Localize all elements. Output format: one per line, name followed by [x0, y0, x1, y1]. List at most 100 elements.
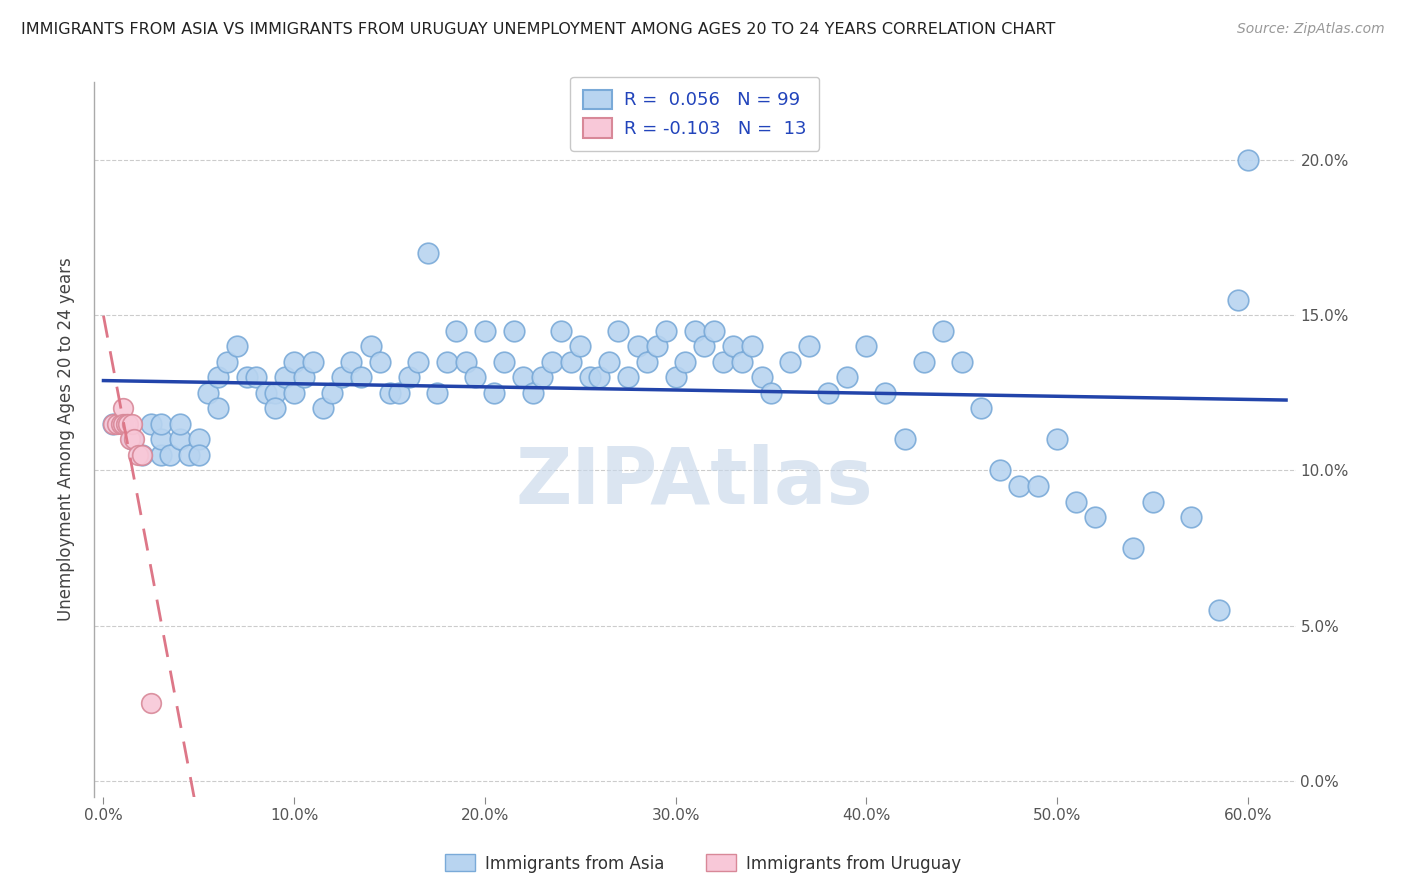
Point	[484, 385, 506, 400]
Point	[779, 355, 801, 369]
Point	[492, 355, 515, 369]
Point	[302, 355, 325, 369]
Point	[683, 324, 706, 338]
Point	[149, 448, 172, 462]
Point	[197, 385, 219, 400]
Point	[703, 324, 725, 338]
Point	[598, 355, 620, 369]
Point	[141, 417, 163, 431]
Point	[446, 324, 468, 338]
Point	[169, 417, 191, 431]
Point	[406, 355, 429, 369]
Point	[626, 339, 648, 353]
Point	[187, 433, 209, 447]
Legend: Immigrants from Asia, Immigrants from Uruguay: Immigrants from Asia, Immigrants from Ur…	[439, 847, 967, 880]
Point	[149, 417, 172, 431]
Point	[111, 417, 134, 431]
Point	[1046, 433, 1069, 447]
Point	[1237, 153, 1260, 167]
Text: IMMIGRANTS FROM ASIA VS IMMIGRANTS FROM URUGUAY UNEMPLOYMENT AMONG AGES 20 TO 24: IMMIGRANTS FROM ASIA VS IMMIGRANTS FROM …	[21, 22, 1056, 37]
Point	[636, 355, 658, 369]
Point	[226, 339, 249, 353]
Point	[264, 401, 287, 416]
Text: Source: ZipAtlas.com: Source: ZipAtlas.com	[1237, 22, 1385, 37]
Point	[855, 339, 877, 353]
Point	[550, 324, 572, 338]
Point	[1122, 541, 1144, 556]
Point	[264, 385, 287, 400]
Point	[617, 370, 640, 384]
Point	[1208, 603, 1230, 617]
Point	[837, 370, 859, 384]
Point	[360, 339, 382, 353]
Point	[121, 417, 143, 431]
Point	[931, 324, 953, 338]
Point	[141, 697, 163, 711]
Point	[426, 385, 449, 400]
Point	[502, 324, 524, 338]
Point	[131, 448, 153, 462]
Point	[673, 355, 696, 369]
Point	[159, 448, 181, 462]
Point	[560, 355, 582, 369]
Point	[970, 401, 993, 416]
Point	[875, 385, 897, 400]
Point	[378, 385, 401, 400]
Point	[111, 401, 134, 416]
Y-axis label: Unemployment Among Ages 20 to 24 years: Unemployment Among Ages 20 to 24 years	[58, 258, 75, 622]
Point	[751, 370, 773, 384]
Point	[416, 246, 439, 260]
Point	[436, 355, 458, 369]
Point	[127, 448, 149, 462]
Point	[579, 370, 602, 384]
Point	[531, 370, 554, 384]
Point	[187, 448, 209, 462]
Point	[711, 355, 734, 369]
Point	[115, 417, 138, 431]
Point	[217, 355, 239, 369]
Point	[512, 370, 534, 384]
Point	[254, 385, 277, 400]
Point	[588, 370, 610, 384]
Point	[117, 417, 139, 431]
Point	[101, 417, 124, 431]
Legend: R =  0.056   N = 99, R = -0.103   N =  13: R = 0.056 N = 99, R = -0.103 N = 13	[569, 77, 820, 151]
Text: ZIPAtlas: ZIPAtlas	[516, 444, 873, 520]
Point	[273, 370, 295, 384]
Point	[207, 370, 229, 384]
Point	[110, 417, 132, 431]
Point	[645, 339, 668, 353]
Point	[1026, 479, 1049, 493]
Point	[207, 401, 229, 416]
Point	[101, 417, 124, 431]
Point	[474, 324, 496, 338]
Point	[759, 385, 782, 400]
Point	[569, 339, 592, 353]
Point	[235, 370, 257, 384]
Point	[1064, 494, 1087, 508]
Point	[312, 401, 335, 416]
Point	[693, 339, 716, 353]
Point	[950, 355, 973, 369]
Point	[121, 433, 143, 447]
Point	[1180, 510, 1202, 524]
Point	[122, 433, 145, 447]
Point	[120, 433, 142, 447]
Point	[607, 324, 630, 338]
Point	[131, 448, 153, 462]
Point	[179, 448, 201, 462]
Point	[540, 355, 562, 369]
Point	[988, 463, 1011, 477]
Point	[665, 370, 688, 384]
Point	[330, 370, 353, 384]
Point	[149, 433, 172, 447]
Point	[721, 339, 744, 353]
Point	[321, 385, 343, 400]
Point	[464, 370, 486, 384]
Point	[169, 433, 191, 447]
Point	[799, 339, 821, 353]
Point	[454, 355, 477, 369]
Point	[741, 339, 763, 353]
Point	[368, 355, 391, 369]
Point	[912, 355, 935, 369]
